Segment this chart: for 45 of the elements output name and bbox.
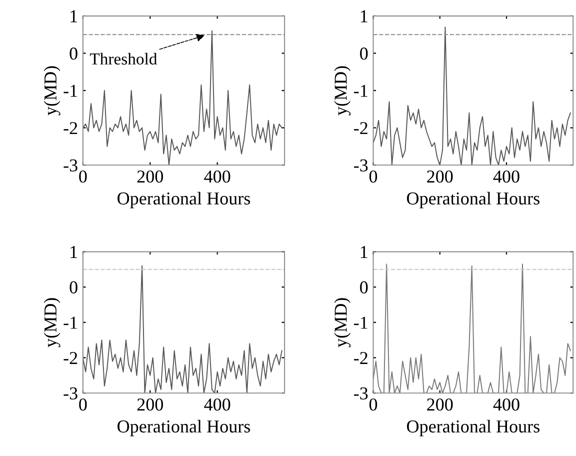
y-tick-label: 0 — [70, 47, 78, 60]
x-axis-title: Operational Hours — [118, 420, 250, 436]
x-tick-label: 400 — [204, 398, 230, 411]
y-tick-label: -1 — [64, 84, 77, 97]
y-axis-title: y(MD) — [334, 298, 351, 348]
x-tick-label: 0 — [79, 170, 87, 183]
annotation: Threshold — [90, 52, 158, 65]
x-tick-label: 200 — [137, 170, 163, 183]
x-tick-label: 200 — [427, 170, 453, 183]
x-tick-label: 400 — [493, 170, 520, 183]
y-tick-label: 1 — [360, 10, 368, 22]
y-axis-title: y(MD) — [44, 66, 60, 116]
line-series — [82, 265, 282, 394]
y-tick-label: 1 — [360, 246, 368, 258]
y-tick-label: -1 — [354, 84, 368, 97]
y-axis-title: y(MD) — [44, 298, 60, 348]
x-tick-label: 400 — [204, 170, 230, 183]
x-tick-label: 200 — [137, 398, 163, 411]
y-tick-label: -3 — [64, 159, 78, 172]
y-tick-label: -2 — [64, 352, 78, 364]
y-tick-label: -1 — [354, 316, 368, 329]
x-tick-label: 400 — [493, 398, 520, 411]
y-tick-label: -3 — [354, 159, 368, 172]
x-axis-title: Operational Hours — [118, 192, 250, 208]
x-axis-title: Operational Hours — [406, 192, 540, 208]
y-tick-label: -2 — [64, 122, 78, 134]
x-tick-label: 0 — [369, 170, 378, 183]
y-tick-label: 0 — [360, 281, 368, 294]
y-tick-label: -3 — [64, 387, 78, 400]
line-series — [373, 264, 571, 394]
y-tick-label: 1 — [70, 246, 77, 258]
line-series — [373, 26, 571, 166]
x-tick-label: 0 — [79, 398, 87, 411]
x-tick-label: 200 — [427, 398, 453, 411]
y-tick-label: 1 — [70, 10, 77, 22]
y-tick-label: 0 — [360, 47, 368, 60]
y-tick-label: -2 — [354, 352, 368, 364]
y-tick-label: -1 — [64, 316, 77, 329]
y-tick-label: 0 — [70, 281, 78, 294]
x-tick-label: 0 — [369, 398, 378, 411]
y-axis-title: y(MD) — [334, 66, 351, 116]
y-tick-label: -3 — [354, 387, 368, 400]
x-axis-title: Operational Hours — [406, 420, 540, 436]
line-series — [82, 30, 282, 166]
y-tick-label: -2 — [354, 122, 368, 134]
